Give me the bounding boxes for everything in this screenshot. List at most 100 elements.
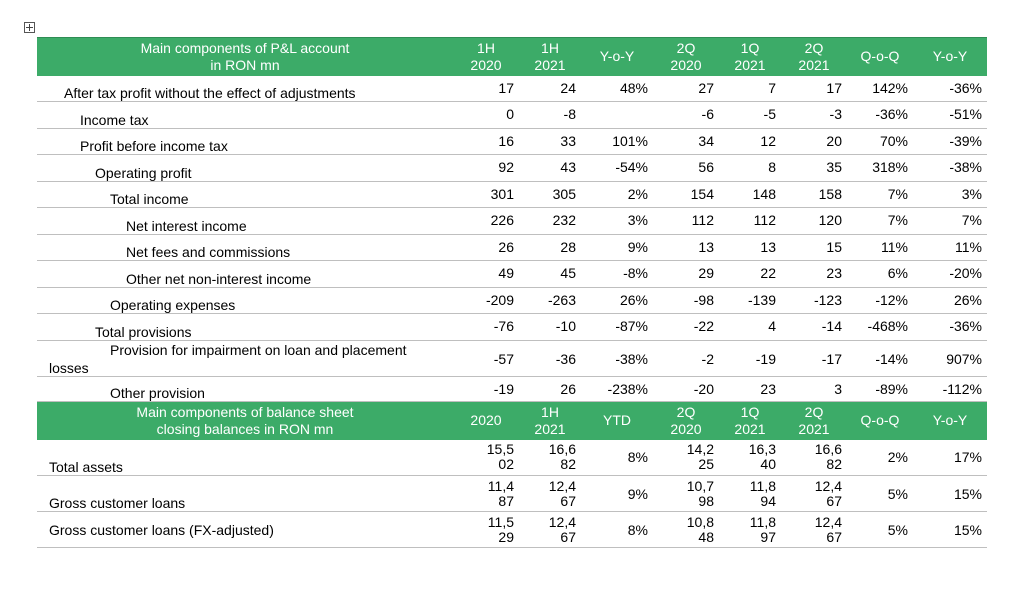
value-cell: 5% xyxy=(847,511,913,548)
value-cell: 8% xyxy=(581,439,653,476)
value-cell: -57 xyxy=(453,340,519,377)
value-cell: 232 xyxy=(519,207,581,235)
row-label: Total income xyxy=(37,181,453,208)
pl-header-2q2020: 2Q 2020 xyxy=(653,37,719,76)
pl-title-line2: in RON mn xyxy=(210,56,280,73)
value-cell: 13 xyxy=(653,234,719,261)
hdr-l1: 1Q xyxy=(740,39,760,56)
bs-header-2q2020: 2Q 2020 xyxy=(653,401,719,440)
value-cell: -10 xyxy=(519,313,581,341)
row-label: Profit before income tax xyxy=(37,128,453,155)
value-cell: 5% xyxy=(847,475,913,512)
value-cell: 226 xyxy=(453,207,519,235)
value-cell: 2% xyxy=(847,439,913,476)
value-cell: -8 xyxy=(519,101,581,129)
value-cell: 33 xyxy=(519,128,581,155)
row-label-line1: Provision for impairment on loan and pla… xyxy=(110,342,407,358)
table-row: Operating expenses -209 -263 26% -98 -139 -123… xyxy=(37,287,987,314)
value-cell: -38% xyxy=(581,340,653,377)
value-cell: 301 xyxy=(453,181,519,208)
pl-balance-table: Main components of P&L account in RON mn … xyxy=(37,37,987,548)
value-cell: 11,897 xyxy=(719,511,781,548)
value-cell: -5 xyxy=(719,101,781,129)
table-move-handle-icon[interactable] xyxy=(24,22,35,33)
value-cell: 26 xyxy=(453,234,519,261)
table-row: Provision for impairment on loan and pla… xyxy=(37,340,987,377)
row-label: After tax profit without the effect of a… xyxy=(37,75,453,102)
pl-header-yoy: Y-o-Y xyxy=(581,37,653,76)
bs-header-yoy: Y-o-Y xyxy=(913,401,987,440)
row-label: Net interest income xyxy=(37,207,453,235)
bs-header-2q2021: 2Q 2021 xyxy=(781,401,847,440)
table-row: Gross customer loans (FX-adjusted) 11,529… xyxy=(37,511,987,548)
value-cell: -20 xyxy=(653,376,719,402)
value-cell: 15 xyxy=(781,234,847,261)
value-cell: 23 xyxy=(719,376,781,402)
value-cell: 20 xyxy=(781,128,847,155)
value-cell: -36 xyxy=(519,340,581,377)
row-label: Other provision xyxy=(37,376,453,402)
value-cell: 11% xyxy=(847,234,913,261)
pl-header-qoq: Q-o-Q xyxy=(847,37,913,76)
value-cell: 24 xyxy=(519,75,581,102)
value-cell: -6 xyxy=(653,101,719,129)
hdr-l2: 2021 xyxy=(734,420,766,437)
value-cell: 16,682 xyxy=(781,439,847,476)
value-cell: 23 xyxy=(781,260,847,288)
pl-header-title: Main components of P&L account in RON mn xyxy=(37,37,453,76)
value-cell: 17% xyxy=(913,439,987,476)
value-cell: -139 xyxy=(719,287,781,314)
value-cell: 148 xyxy=(719,181,781,208)
value-cell: 11,894 xyxy=(719,475,781,512)
value-cell: 12,467 xyxy=(781,511,847,548)
value-cell: -112% xyxy=(913,376,987,402)
table-row: Other net non-interest income 49 45 -8% 29 22… xyxy=(37,260,987,288)
row-label: Provision for impairment on loan and pla… xyxy=(37,340,453,377)
hdr-l1: 2Q xyxy=(676,403,696,420)
value-cell: 70% xyxy=(847,128,913,155)
value-cell: -22 xyxy=(653,313,719,341)
value-cell: 26% xyxy=(581,287,653,314)
hdr-l1: 2Q xyxy=(676,39,696,56)
value-cell: -2 xyxy=(653,340,719,377)
value-cell: -51% xyxy=(913,101,987,129)
hdr-l1: 1Q xyxy=(740,403,760,420)
value-cell: 43 xyxy=(519,154,581,182)
bs-header-1h2021: 1H 2021 xyxy=(519,401,581,440)
value-cell: 318% xyxy=(847,154,913,182)
value-cell: 14,225 xyxy=(653,439,719,476)
value-cell: 3 xyxy=(781,376,847,402)
value-cell: 16 xyxy=(453,128,519,155)
pl-header-1h2021: 1H 2021 xyxy=(519,37,581,76)
value-cell: 16,340 xyxy=(719,439,781,476)
value-cell: -87% xyxy=(581,313,653,341)
value-cell: -238% xyxy=(581,376,653,402)
value-cell: 35 xyxy=(781,154,847,182)
value-cell: 8 xyxy=(719,154,781,182)
hdr-l1: 1H xyxy=(541,39,559,56)
value-cell: 34 xyxy=(653,128,719,155)
value-cell: 28 xyxy=(519,234,581,261)
value-cell: 27 xyxy=(653,75,719,102)
row-label: Total assets xyxy=(37,439,453,476)
pl-title-line1: Main components of P&L account xyxy=(140,39,350,56)
value-cell: 101% xyxy=(581,128,653,155)
bs-header-title: Main components of balance sheet closing … xyxy=(37,401,453,440)
value-cell: 26 xyxy=(519,376,581,402)
row-label: Total provisions xyxy=(37,313,453,341)
table-row: After tax profit without the effect of a… xyxy=(37,75,987,102)
value-cell: 11% xyxy=(913,234,987,261)
bs-header-1q2021: 1Q 2021 xyxy=(719,401,781,440)
value-cell: 8% xyxy=(581,511,653,548)
value-cell: -263 xyxy=(519,287,581,314)
value-cell: -468% xyxy=(847,313,913,341)
hdr-l2: 2021 xyxy=(798,420,830,437)
value-cell: 26% xyxy=(913,287,987,314)
value-cell: 92 xyxy=(453,154,519,182)
value-cell: 22 xyxy=(719,260,781,288)
value-cell: 17 xyxy=(453,75,519,102)
row-label: Income tax xyxy=(37,101,453,129)
value-cell: 6% xyxy=(847,260,913,288)
value-cell: 142% xyxy=(847,75,913,102)
value-cell: 112 xyxy=(653,207,719,235)
